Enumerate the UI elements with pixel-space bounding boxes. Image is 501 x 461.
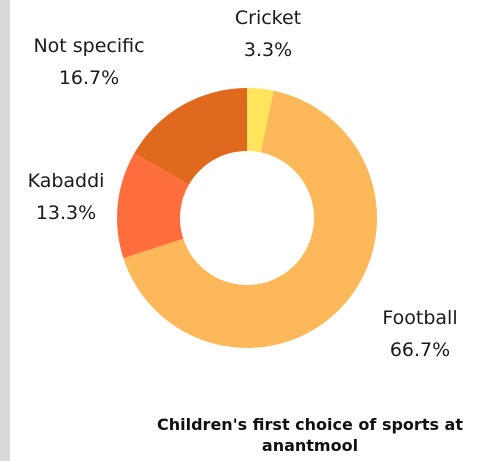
slice-category-not-specific: Not specific [33, 35, 145, 57]
slice-category-cricket: Cricket [234, 7, 302, 29]
donut-slice-cricket [247, 88, 274, 153]
slice-label-kabaddi: Kabaddi 13.3% [16, 165, 116, 229]
chart-title: Children's first choice of sports at ana… [157, 415, 463, 455]
slice-label-cricket: Cricket 3.3% [218, 2, 318, 66]
donut-slice-football [123, 90, 378, 349]
slice-value-not-specific: 16.7% [58, 67, 120, 89]
slice-category-football: Football [382, 307, 458, 329]
donut-slice-not-specific [134, 88, 247, 185]
slice-value-cricket: 3.3% [243, 39, 293, 61]
donut-slice-kabaddi [116, 153, 189, 259]
slice-value-football: 66.7% [389, 339, 451, 361]
left-edge-divider [0, 0, 10, 461]
slice-label-not-specific: Not specific 16.7% [14, 30, 164, 94]
slice-label-football: Football 66.7% [360, 302, 480, 366]
slice-category-kabaddi: Kabaddi [27, 170, 105, 192]
slice-value-kabaddi: 13.3% [35, 202, 97, 224]
